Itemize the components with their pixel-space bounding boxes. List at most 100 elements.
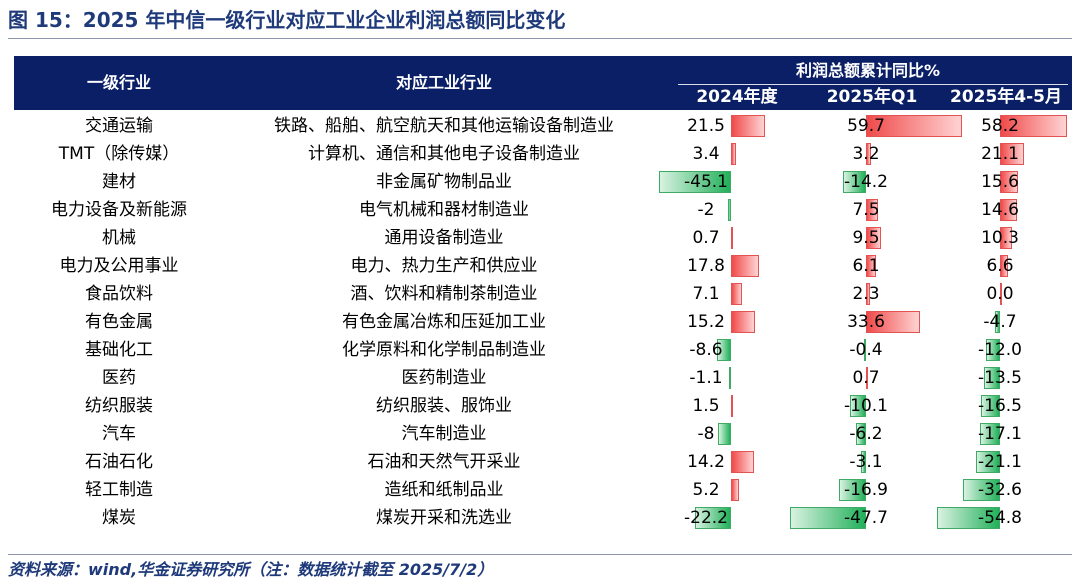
value-label-p2: 7.5 bbox=[852, 200, 880, 220]
data-bar-p1 bbox=[731, 255, 760, 277]
sub-industry-label: 非金属矿物制品业 bbox=[376, 172, 512, 192]
sub-industry-label: 通用设备制造业 bbox=[384, 228, 504, 248]
value-label-p3: 14.6 bbox=[981, 200, 1019, 220]
value-label-p2: -16.9 bbox=[844, 480, 888, 500]
industry-label: 基础化工 bbox=[85, 340, 153, 360]
value-label-p1: -2 bbox=[697, 200, 715, 220]
value-label-p3: -17.1 bbox=[978, 424, 1022, 444]
value-label-p2: -14.2 bbox=[844, 172, 888, 192]
industry-label: 电力设备及新能源 bbox=[51, 200, 187, 220]
data-bar-p3 bbox=[1000, 283, 1002, 305]
data-bar-p3 bbox=[962, 479, 1000, 501]
data-bar-p2 bbox=[789, 507, 866, 529]
sub-industry-label: 酒、饮料和精制茶制造业 bbox=[350, 284, 538, 304]
value-label-p3: -32.6 bbox=[978, 480, 1022, 500]
data-bar-p2 bbox=[864, 339, 866, 361]
data-bar-p1 bbox=[731, 479, 740, 501]
industry-label: 食品饮料 bbox=[85, 284, 153, 304]
value-label-p1: 7.1 bbox=[692, 284, 720, 304]
header-period-2025-apr-may: 2025年4-5月 bbox=[949, 87, 1063, 107]
table-row: 食品饮料 酒、饮料和精制茶制造业 7.1 2.3 0.0 bbox=[14, 280, 1072, 308]
table-row: 电力及公用事业 电力、热力生产和供应业 17.8 6.1 6.6 bbox=[14, 252, 1072, 280]
sub-industry-label: 计算机、通信和其他电子设备制造业 bbox=[308, 144, 580, 164]
value-label-p3: 15.6 bbox=[981, 172, 1019, 192]
table-row: 汽车 汽车制造业 -8 -6.2 -17.1 bbox=[14, 420, 1072, 448]
data-bar-p2 bbox=[843, 171, 866, 193]
data-bar-p2 bbox=[866, 367, 868, 389]
header-industry: 一级行业 bbox=[86, 73, 151, 92]
sub-industry-label: 造纸和纸制品业 bbox=[384, 480, 504, 500]
data-bar-p2 bbox=[866, 283, 870, 305]
sub-industry-label: 电气机械和器材制造业 bbox=[359, 200, 529, 220]
data-bar-p2 bbox=[838, 479, 866, 501]
data-bar-p2 bbox=[866, 311, 920, 333]
data-bar-p2 bbox=[866, 143, 872, 165]
value-label-p1: 0.7 bbox=[692, 228, 720, 248]
industry-label: 汽车 bbox=[102, 424, 136, 444]
value-label-p2: -6.2 bbox=[849, 424, 883, 444]
data-bar-p2 bbox=[861, 451, 866, 473]
data-bar-p1 bbox=[727, 199, 731, 221]
data-bar-p3 bbox=[981, 395, 1000, 417]
value-label-p3: -4.7 bbox=[983, 312, 1017, 332]
data-bar-p3 bbox=[1000, 143, 1025, 165]
table-header: 一级行业 对应工业行业 利润总额累计同比% 2024年度 2025年Q1 202… bbox=[14, 56, 1072, 110]
industry-label: 建材 bbox=[102, 172, 136, 192]
value-label-p1: 5.2 bbox=[692, 480, 720, 500]
table-body: 交通运输 铁路、船舶、航空航天和其他运输设备制造业 21.5 59.7 58.2 TMT（… bbox=[14, 112, 1072, 532]
data-bar-p2 bbox=[866, 227, 882, 249]
data-bar-p1 bbox=[731, 451, 754, 473]
header-sub-industry: 对应工业行业 bbox=[395, 73, 492, 92]
data-bar-p1 bbox=[731, 227, 733, 249]
value-label-p3: 58.2 bbox=[981, 116, 1019, 136]
top-rule bbox=[8, 38, 1072, 39]
data-bar-p3 bbox=[984, 367, 1000, 389]
table-row: 建材 非金属矿物制品业 -45.1 -14.2 15.6 bbox=[14, 168, 1072, 196]
data-bar-p3 bbox=[1000, 255, 1008, 277]
table-row: 纺织服装 纺织服装、服饰业 1.5 -10.1 -16.5 bbox=[14, 392, 1072, 420]
industry-label: 有色金属 bbox=[85, 312, 153, 332]
industry-label: 医药 bbox=[102, 368, 136, 388]
value-label-p2: 0.7 bbox=[852, 368, 880, 388]
value-label-p3: 21.1 bbox=[981, 144, 1019, 164]
industry-label: 纺织服装 bbox=[85, 396, 153, 416]
table-row: 机械 通用设备制造业 0.7 9.5 10.3 bbox=[14, 224, 1072, 252]
sub-industry-label: 医药制造业 bbox=[401, 368, 487, 388]
table-row: 基础化工 化学原料和化学制品制造业 -8.6 -0.4 -12.0 bbox=[14, 336, 1072, 364]
value-label-p3: -12.0 bbox=[978, 340, 1022, 360]
value-label-p1: 14.2 bbox=[687, 452, 725, 472]
value-label-p2: 2.3 bbox=[852, 284, 880, 304]
value-label-p1: -8 bbox=[697, 424, 715, 444]
data-bar-p2 bbox=[849, 395, 866, 417]
value-label-p2: 6.1 bbox=[852, 256, 880, 276]
data-bar-p3 bbox=[1000, 115, 1067, 137]
value-label-p2: -0.4 bbox=[849, 340, 883, 360]
data-bar-p3 bbox=[936, 507, 1000, 529]
data-bar-p1 bbox=[731, 283, 743, 305]
header-group-divider bbox=[678, 84, 1068, 85]
value-label-p1: 21.5 bbox=[687, 116, 725, 136]
sub-industry-label: 电力、热力生产和供应业 bbox=[350, 256, 538, 276]
value-label-p3: -54.8 bbox=[978, 508, 1022, 528]
industry-label: TMT（除传媒） bbox=[58, 144, 180, 164]
value-label-p1: -1.1 bbox=[689, 368, 723, 388]
data-bar-p3 bbox=[975, 451, 1000, 473]
table-row: 石油石化 石油和天然气开采业 14.2 -3.1 -21.1 bbox=[14, 448, 1072, 476]
data-bar-p1 bbox=[717, 339, 731, 361]
sub-industry-label: 铁路、船舶、航空航天和其他运输设备制造业 bbox=[274, 116, 614, 136]
table-row: TMT（除传媒） 计算机、通信和其他电子设备制造业 3.4 3.2 21.1 bbox=[14, 140, 1072, 168]
industry-label: 石油石化 bbox=[85, 452, 153, 472]
header-profit-yoy: 利润总额累计同比% bbox=[795, 61, 941, 80]
value-label-p2: -47.7 bbox=[844, 508, 888, 528]
value-label-p3: 0.0 bbox=[986, 284, 1014, 304]
data-bar-p1 bbox=[729, 367, 732, 389]
sub-industry-label: 纺织服装、服饰业 bbox=[376, 396, 512, 416]
value-label-p1: 3.4 bbox=[692, 144, 720, 164]
value-label-p3: -16.5 bbox=[978, 396, 1022, 416]
value-label-p2: -10.1 bbox=[844, 396, 888, 416]
industry-label: 轻工制造 bbox=[85, 480, 153, 500]
header-period-2024: 2024年度 bbox=[696, 87, 778, 107]
value-label-p1: 15.2 bbox=[687, 312, 725, 332]
data-bar-p3 bbox=[986, 339, 1000, 361]
value-label-p2: 59.7 bbox=[847, 116, 885, 136]
